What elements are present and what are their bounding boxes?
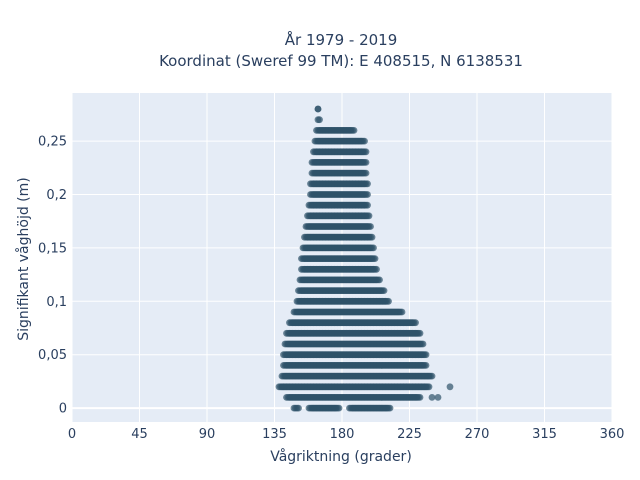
y-tick-label: 0,15 — [38, 241, 67, 256]
data-point — [422, 362, 430, 369]
data-point — [385, 297, 392, 305]
data-point — [362, 159, 370, 166]
data-point — [380, 287, 388, 294]
y-tick-label: 0 — [59, 402, 67, 417]
chart-title-line1: År 1979 - 2019 — [285, 30, 398, 49]
data-point — [362, 148, 370, 156]
data-point — [367, 223, 374, 230]
data-point — [416, 394, 424, 401]
data-point — [412, 319, 419, 327]
x-tick-label: 270 — [465, 427, 490, 442]
data-point — [371, 255, 379, 262]
data-point — [422, 351, 430, 359]
data-point — [428, 394, 436, 401]
x-tick-label: 180 — [330, 427, 355, 442]
data-point — [335, 404, 343, 412]
data-points — [275, 105, 454, 412]
x-tick-label: 135 — [262, 427, 287, 442]
data-point — [364, 180, 371, 188]
data-point — [368, 233, 376, 241]
data-point — [373, 265, 380, 273]
data-point — [350, 126, 358, 134]
data-point — [370, 244, 377, 252]
data-point — [364, 191, 371, 198]
y-tick-label: 0,05 — [38, 348, 67, 363]
data-point — [376, 276, 383, 284]
data-point — [446, 383, 454, 391]
x-axis-ticks: 0 45 90 135 180 225 270 315 360 — [68, 427, 625, 442]
data-point — [425, 383, 433, 391]
data-point — [416, 329, 424, 337]
x-tick-label: 225 — [397, 427, 422, 442]
data-point — [419, 340, 427, 348]
x-axis-label: Vågriktning (grader) — [270, 448, 412, 465]
data-point — [295, 404, 302, 412]
chart-title-line2: Koordinat (Sweref 99 TM): E 408515, N 61… — [159, 52, 523, 70]
data-point — [428, 372, 436, 380]
x-tick-label: 90 — [199, 427, 216, 442]
y-axis-label: Signifikant våghöjd (m) — [15, 177, 32, 340]
y-tick-label: 0,2 — [46, 188, 67, 203]
x-tick-label: 0 — [68, 427, 76, 442]
y-tick-label: 0,1 — [46, 295, 67, 310]
data-point — [386, 404, 394, 412]
x-tick-label: 315 — [532, 427, 557, 442]
data-point — [316, 116, 323, 124]
data-point — [434, 394, 442, 401]
data-point — [365, 212, 373, 220]
x-tick-label: 45 — [131, 427, 148, 442]
y-axis-ticks: 0 0,05 0,1 0,15 0,2 0,25 — [38, 135, 67, 417]
x-tick-label: 360 — [600, 427, 625, 442]
data-point — [364, 201, 371, 209]
data-point — [314, 105, 322, 113]
y-tick-label: 0,25 — [38, 135, 67, 150]
data-point — [362, 169, 370, 177]
data-point — [398, 308, 406, 316]
data-point — [361, 137, 368, 145]
